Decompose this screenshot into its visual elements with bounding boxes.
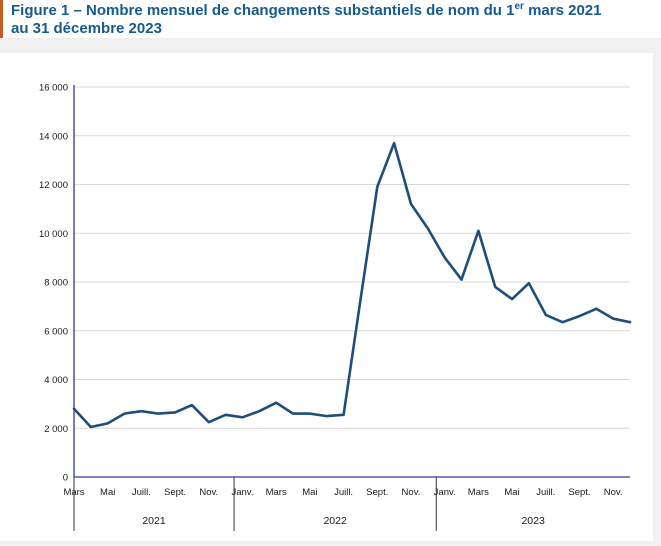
x-tick-label: Sept. (366, 487, 388, 498)
y-tick-label: 14 000 (39, 131, 68, 142)
y-tick-label: 4 000 (44, 375, 68, 386)
y-tick-label: 12 000 (39, 180, 68, 191)
y-tick-label: 2 000 (44, 424, 68, 435)
x-tick-label: Janv. (434, 487, 456, 498)
year-label: 2022 (323, 515, 347, 527)
x-tick-label: Sept. (568, 487, 590, 498)
figure1-chart-card: 0 2 000 4 000 6 000 8 000 10 000 12 000 14 000 1… (0, 53, 653, 541)
y-tick-label: 8 000 (44, 278, 68, 289)
year-label: 2023 (521, 515, 545, 527)
figure-title-block: Figure 1 – Nombre mensuel de changements… (0, 0, 661, 38)
series-line (72, 141, 632, 429)
x-tick-label: Juill. (132, 487, 151, 498)
title-superscript: er (514, 1, 524, 12)
title-text-end: mars 2021 au 31 décembre 2023 (11, 2, 602, 38)
x-tick-label: Juill. (536, 487, 555, 498)
y-tick-label: 6 000 (44, 326, 68, 337)
x-tick-label: Mars (468, 487, 489, 498)
x-tick-label: Nov. (199, 487, 218, 498)
figure-title: Figure 1 – Nombre mensuel de changements… (11, 2, 623, 39)
y-tick-label: 0 (63, 473, 68, 484)
year-label: 2021 (142, 515, 166, 527)
y-tick-label: 10 000 (39, 229, 68, 240)
x-tick-label: Mai (100, 487, 115, 498)
figure1-line-chart: 0 2 000 4 000 6 000 8 000 10 000 12 000 14 000 1… (39, 83, 632, 531)
x-tick-label: Nov. (402, 487, 421, 498)
x-tick-label: Juill. (334, 487, 353, 498)
x-tick-label: Janv. (231, 487, 253, 498)
x-tick-label: Nov. (604, 487, 623, 498)
x-tick-label: Sept. (164, 487, 186, 498)
x-tick-label: Mars (266, 487, 287, 498)
title-text-start: Figure 1 – Nombre mensuel de changements… (11, 2, 515, 19)
accent-bar (0, 0, 3, 38)
x-tick-label: Mai (302, 487, 317, 498)
y-tick-label: 16 000 (39, 83, 68, 94)
x-tick-label: Mai (504, 487, 519, 498)
